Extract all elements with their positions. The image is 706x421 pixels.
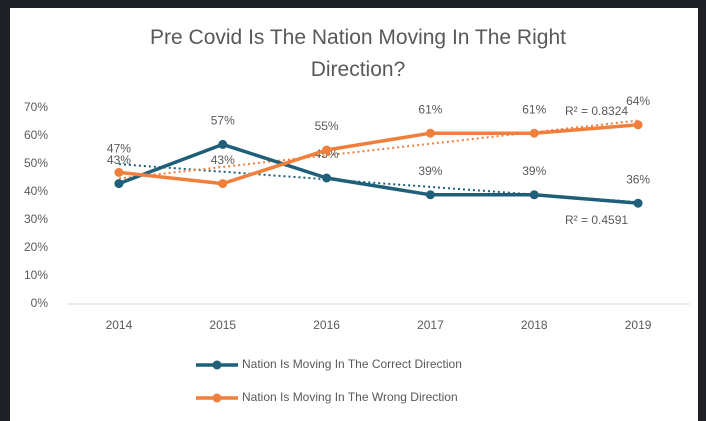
legend-label: Nation Is Moving In The Correct Directio… [242, 357, 462, 371]
y-tick-label: 40% [24, 184, 48, 198]
data-label: 39% [522, 164, 546, 178]
data-point [322, 145, 332, 155]
legend-marker [212, 393, 222, 403]
data-label: 47% [107, 142, 131, 156]
y-tick-label: 30% [24, 212, 48, 226]
y-tick-label: 60% [24, 128, 48, 142]
data-point [529, 128, 539, 138]
data-label: 43% [107, 153, 131, 167]
data-label: 55% [315, 119, 339, 133]
data-point [322, 173, 332, 183]
trendline [118, 163, 639, 204]
legend-marker [212, 360, 222, 370]
y-tick-label: 20% [24, 240, 48, 254]
legend-label: Nation Is Moving In The Wrong Direction [242, 390, 458, 404]
data-point [529, 190, 539, 200]
x-tick-label: 2018 [521, 318, 548, 332]
data-point [425, 190, 435, 200]
data-label: 43% [211, 153, 235, 167]
x-tick-label: 2019 [625, 318, 652, 332]
y-tick-label: 10% [24, 268, 48, 282]
series-line [118, 142, 639, 205]
data-label: 36% [626, 172, 650, 186]
data-point [114, 179, 124, 189]
data-point [218, 139, 228, 149]
x-tick-label: 2015 [209, 318, 236, 332]
chart-background [10, 8, 698, 421]
data-point [425, 128, 435, 138]
data-label: 61% [522, 102, 546, 116]
data-label: 61% [418, 102, 442, 116]
y-tick-label: 0% [31, 296, 49, 310]
x-tick-label: 2016 [313, 318, 340, 332]
chart-title: Pre Covid Is The Nation Moving In The Ri… [150, 26, 566, 81]
data-label: 57% [211, 114, 235, 128]
data-point [114, 167, 124, 177]
y-tick-label: 70% [24, 100, 48, 114]
data-label: 39% [418, 164, 442, 178]
trendline-label: R² = 0.8324 [565, 104, 628, 118]
x-tick-label: 2017 [417, 318, 444, 332]
trendline-label: R² = 0.4591 [565, 213, 628, 227]
y-tick-label: 50% [24, 156, 48, 170]
x-tick-label: 2014 [106, 318, 133, 332]
data-point [218, 179, 228, 189]
data-label: 64% [626, 94, 650, 108]
data-point [633, 120, 643, 130]
data-point [633, 198, 643, 208]
series-line [118, 123, 639, 186]
